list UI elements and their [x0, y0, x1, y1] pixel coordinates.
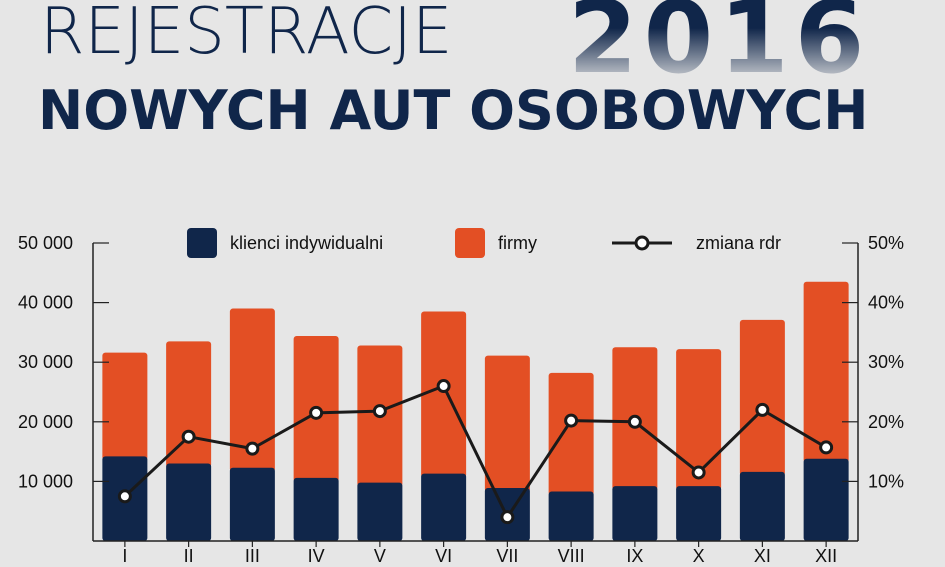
bar-individual-VI — [421, 473, 467, 541]
y-left-tick-label: 40 000 — [18, 293, 73, 313]
y-right-tick-label: 40% — [868, 293, 904, 313]
x-tick-label: XII — [815, 546, 837, 566]
legend-swatch-individual — [187, 228, 217, 258]
point-zmiana-rdr — [627, 414, 642, 429]
title-block: REJESTRACJE 2016 NOWYCH AUT OSOBOWYCH — [0, 0, 945, 150]
bar-individual-X — [676, 486, 722, 541]
bar-individual-III — [229, 467, 275, 541]
point-zmiana-rdr — [372, 404, 387, 419]
x-tick-label: X — [693, 546, 705, 566]
line-zmiana-rdr — [123, 384, 827, 519]
point-zmiana-rdr — [245, 441, 260, 456]
point-zmiana-rdr — [117, 489, 132, 504]
y-left-tick-label: 10 000 — [18, 471, 73, 491]
title-year: 2016 — [568, 0, 870, 88]
y-right-tick-label: 20% — [868, 412, 904, 432]
point-zmiana-rdr — [309, 405, 324, 420]
point-zmiana-rdr — [755, 402, 770, 417]
x-tick-label: IX — [626, 546, 643, 566]
bar-firmy-VII — [484, 355, 530, 492]
x-tick-label: III — [245, 546, 260, 566]
bar-individual-XII — [803, 458, 849, 541]
x-tick-label: V — [374, 546, 386, 566]
x-tick-label: XI — [754, 546, 771, 566]
x-tick-label: VII — [496, 546, 518, 566]
bar-individual-XI — [739, 471, 785, 541]
point-zmiana-rdr — [819, 440, 834, 455]
point-zmiana-rdr — [500, 510, 515, 525]
y-right-tick-label: 30% — [868, 352, 904, 372]
title-line1: REJESTRACJE — [40, 0, 453, 69]
bar-firmy-I — [102, 352, 148, 461]
y-left-tick-label: 50 000 — [18, 233, 73, 253]
legend-label-individual: klienci indywidualni — [230, 233, 383, 253]
legend-label-firmy: firmy — [498, 233, 537, 253]
point-zmiana-rdr — [691, 465, 706, 480]
bar-individual-II — [166, 463, 212, 541]
title-line2: NOWYCH AUT OSOBOWYCH — [38, 79, 869, 142]
bar-firmy-VIII — [548, 372, 594, 496]
bar-firmy-XII — [803, 281, 849, 463]
y-right-tick-label: 10% — [868, 471, 904, 491]
bar-individual-VIII — [548, 491, 594, 541]
point-zmiana-rdr — [564, 413, 579, 428]
legend-marker-zmiana — [634, 235, 650, 251]
bar-individual-V — [357, 482, 403, 541]
x-tick-label: I — [122, 546, 127, 566]
y-left-tick-label: 30 000 — [18, 352, 73, 372]
bar-individual-IX — [612, 486, 658, 541]
bar-firmy-XI — [739, 319, 785, 476]
bar-firmy-X — [676, 349, 722, 491]
y-right-tick-label: 50% — [868, 233, 904, 253]
y-left-tick-label: 20 000 — [18, 412, 73, 432]
x-tick-label: IV — [308, 546, 325, 566]
x-tick-label: VI — [435, 546, 452, 566]
bar-firmy-VI — [421, 311, 467, 478]
bar-individual-IV — [293, 477, 339, 541]
x-tick-label: II — [184, 546, 194, 566]
point-zmiana-rdr — [181, 429, 196, 444]
legend-swatch-firmy — [455, 228, 485, 258]
bar-firmy-II — [166, 341, 212, 468]
x-tick-label: VIII — [558, 546, 585, 566]
point-zmiana-rdr — [436, 379, 451, 394]
bar-firmy-III — [229, 308, 275, 472]
legend-label-zmiana: zmiana rdr — [696, 233, 781, 253]
